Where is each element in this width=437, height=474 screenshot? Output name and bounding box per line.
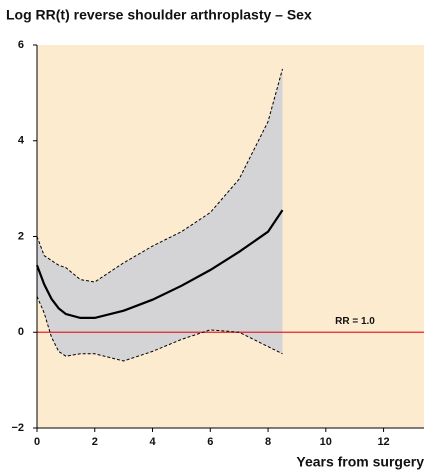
y-tick-label: 2: [18, 230, 24, 242]
estimate-line: [35, 209, 284, 319]
x-axis-label: Years from surgery: [296, 454, 424, 470]
x-tick-label: 0: [34, 436, 40, 448]
upper-bound: [36, 68, 283, 283]
x-tick-label: 8: [265, 436, 271, 448]
x-tick-label: 2: [92, 436, 98, 448]
x-tick-label: 12: [377, 436, 389, 448]
x-tick-label: 6: [207, 436, 213, 448]
lower-bound: [36, 296, 283, 362]
y-tick-label: 6: [18, 39, 24, 51]
y-tick-label: 4: [18, 135, 25, 147]
chart-title: Log RR(t) reverse shoulder arthroplasty …: [6, 7, 312, 23]
x-tick-label: 10: [320, 436, 332, 448]
confidence-band: [37, 68, 283, 361]
y-tick-label: 0: [18, 326, 24, 338]
y-tick-label: −2: [11, 422, 24, 434]
x-tick-label: 4: [149, 436, 156, 448]
reference-label: RR = 1.0: [335, 316, 375, 327]
